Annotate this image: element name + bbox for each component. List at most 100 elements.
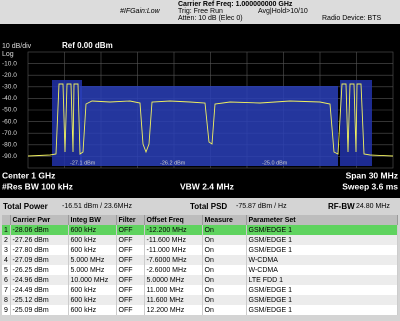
- log-label: Log: [2, 51, 14, 58]
- table-header: Carrier Pwr Integ BW Filter Offset Freq Meas…: [2, 215, 398, 225]
- table-cell: GSM/EDGE 1: [246, 285, 398, 295]
- total-power: -16.51 dBm / 23.6MHz: [62, 203, 133, 210]
- header-cell: Carrier Pwr: [10, 215, 69, 225]
- table-cell: 5.0000 MHz: [144, 275, 203, 285]
- header-cell: Parameter Set: [246, 215, 398, 225]
- table-cell: -27.26 dBm: [10, 235, 69, 245]
- table-cell: On: [202, 275, 247, 285]
- table-cell: 600 kHz: [68, 245, 117, 255]
- center: Center 1 GHz: [2, 170, 55, 180]
- table-cell: 600 kHz: [68, 305, 117, 315]
- header-cell: [2, 215, 11, 225]
- band-label: -25.0 dBm: [262, 160, 288, 166]
- table-cell: 11.600 MHz: [144, 295, 203, 305]
- header-cell: Measure: [202, 215, 247, 225]
- table-row: 4 -27.09 dBm 5.000 MHz OFF -7.6000 MHz On W-CD…: [2, 255, 398, 265]
- table-cell: On: [202, 285, 247, 295]
- table-cell: W-CDMA: [246, 265, 398, 275]
- table-cell: 7: [2, 285, 11, 295]
- table-cell: -26.25 dBm: [10, 265, 69, 275]
- ref-level: Ref 0.00 dBm: [62, 41, 113, 50]
- total-power-label: Total Power: [3, 202, 48, 211]
- table-cell: On: [202, 235, 247, 245]
- if-gain: #IFGain:Low: [120, 8, 160, 15]
- table-cell: 5.000 MHz: [68, 265, 117, 275]
- table-cell: 600 kHz: [68, 225, 117, 235]
- table-cell: 9: [2, 305, 11, 315]
- total-psd-label: Total PSD: [190, 202, 228, 211]
- status-bar: Carrier Ref Freq: 1.000000000 GHz Trig: …: [0, 0, 400, 24]
- table-cell: 12.200 MHz: [144, 305, 203, 315]
- table-cell: 8: [2, 295, 11, 305]
- res-bw: #Res BW 100 kHz: [2, 181, 73, 191]
- table-cell: OFF: [116, 285, 145, 295]
- y-label: -70.0: [2, 130, 17, 137]
- table-cell: OFF: [116, 295, 145, 305]
- y-label: -60.0: [2, 118, 17, 125]
- trace: [27, 83, 394, 157]
- table-cell: OFF: [116, 275, 145, 285]
- table-cell: On: [202, 255, 247, 265]
- trig: Trig: Free Run: [178, 8, 223, 15]
- table-cell: -25.12 dBm: [10, 295, 69, 305]
- table-row: 5 -26.25 dBm 5.000 MHz OFF -2.6000 MHz On W-CD…: [2, 265, 398, 275]
- table-row: 7 -24.49 dBm 600 kHz OFF 11.000 MHz On GSM/EDG…: [2, 285, 398, 295]
- table-cell: 600 kHz: [68, 235, 117, 245]
- table-cell: -24.96 dBm: [10, 275, 69, 285]
- table-cell: On: [202, 245, 247, 255]
- table-cell: 600 kHz: [68, 295, 117, 305]
- table-row: 9 -25.09 dBm 600 kHz OFF 12.200 MHz On GSM/EDG…: [2, 305, 398, 315]
- header-cell: Offset Freq: [144, 215, 203, 225]
- table-cell: 3: [2, 245, 11, 255]
- table-cell: On: [202, 265, 247, 275]
- table-cell: GSM/EDGE 1: [246, 225, 398, 235]
- table-cell: -24.49 dBm: [10, 285, 69, 295]
- table-cell: -2.6000 MHz: [144, 265, 203, 275]
- atten: Atten: 10 dB (Elec 0): [178, 15, 243, 22]
- span: Span 30 MHz: [346, 170, 398, 180]
- table-cell: W-CDMA: [246, 255, 398, 265]
- table-cell: OFF: [116, 235, 145, 245]
- table-cell: -28.06 dBm: [10, 225, 69, 235]
- y-label: -30.0: [2, 84, 17, 91]
- table-cell: OFF: [116, 245, 145, 255]
- y-label: -10.0: [2, 60, 17, 67]
- header-cell: Filter: [116, 215, 145, 225]
- scale: 10 dB/div: [2, 43, 32, 50]
- table-cell: On: [202, 225, 247, 235]
- table-cell: GSM/EDGE 1: [246, 235, 398, 245]
- table-cell: -11.000 MHz: [144, 245, 203, 255]
- table-cell: LTE FDD 1: [246, 275, 398, 285]
- table-cell: OFF: [116, 305, 145, 315]
- table-cell: GSM/EDGE 1: [246, 245, 398, 255]
- band-label: -26.2 dBm: [160, 160, 186, 166]
- table-row: 2 -27.26 dBm 600 kHz OFF -11.600 MHz On GSM/ED…: [2, 235, 398, 245]
- y-label: -80.0: [2, 142, 17, 149]
- table-cell: -7.6000 MHz: [144, 255, 203, 265]
- table-cell: 1: [2, 225, 11, 235]
- table-row: 3 -27.80 dBm 600 kHz OFF -11.000 MHz On GSM/ED…: [2, 245, 398, 255]
- carrier-ref-freq: Carrier Ref Freq: 1.000000000 GHz: [178, 1, 293, 8]
- radio-device: Radio Device: BTS: [322, 15, 382, 22]
- spectrum-display: 10 dB/div Ref 0.00 dBm Log -27.1 dBm -26…: [0, 24, 400, 198]
- header-cell: Integ BW: [68, 215, 117, 225]
- table-cell: 2: [2, 235, 11, 245]
- table-cell: OFF: [116, 225, 145, 235]
- table-cell: -12.200 MHz: [144, 225, 203, 235]
- table-cell: 5: [2, 265, 11, 275]
- table-row: 8 -25.12 dBm 600 kHz OFF 11.600 MHz On GSM/EDG…: [2, 295, 398, 305]
- vbw: VBW 2.4 MHz: [180, 181, 234, 191]
- table-cell: OFF: [116, 265, 145, 275]
- table-cell: -27.09 dBm: [10, 255, 69, 265]
- summary-bar: Total Power -16.51 dBm / 23.6MHz Total P…: [0, 202, 400, 214]
- table-row: 6 -24.96 dBm 10.000 MHz OFF 5.0000 MHz On LTE …: [2, 275, 398, 285]
- table-cell: On: [202, 295, 247, 305]
- avg-hold: Avg|Hold>10/10: [258, 8, 308, 15]
- band-label: -27.1 dBm: [70, 160, 96, 166]
- table-cell: -27.80 dBm: [10, 245, 69, 255]
- table-cell: 5.000 MHz: [68, 255, 117, 265]
- table-cell: 10.000 MHz: [68, 275, 117, 285]
- y-label: -50.0: [2, 107, 17, 114]
- table-cell: 11.000 MHz: [144, 285, 203, 295]
